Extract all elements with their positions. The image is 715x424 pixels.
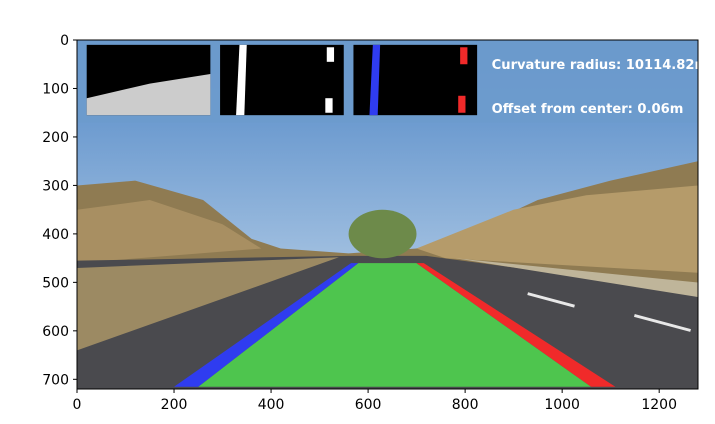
x-tick-label: 200	[161, 397, 188, 413]
annotation: Offset from center: 0.06m	[492, 102, 684, 117]
y-tick-label: 0	[60, 33, 69, 49]
x-tick-label: 0	[73, 397, 82, 413]
x-tick-label: 800	[452, 397, 479, 413]
axes-frame	[76, 39, 699, 390]
y-tick-label: 300	[42, 178, 69, 194]
x-tick-label: 1200	[641, 397, 677, 413]
y-tick-label: 400	[42, 227, 69, 243]
y-tick-label: 500	[42, 275, 69, 291]
road-image: Curvature radius: 10114.82m Offset from c…	[77, 40, 708, 390]
y-tick-label: 600	[42, 324, 69, 340]
x-tick-label: 400	[258, 397, 285, 413]
y-tick-label: 200	[42, 130, 69, 146]
y-tick-label: 700	[42, 372, 69, 388]
annotation: Curvature radius: 10114.82m	[492, 58, 708, 73]
y-tick-label: 100	[42, 81, 69, 97]
x-tick-label: 600	[355, 397, 382, 413]
x-tick-label: 1000	[544, 397, 580, 413]
